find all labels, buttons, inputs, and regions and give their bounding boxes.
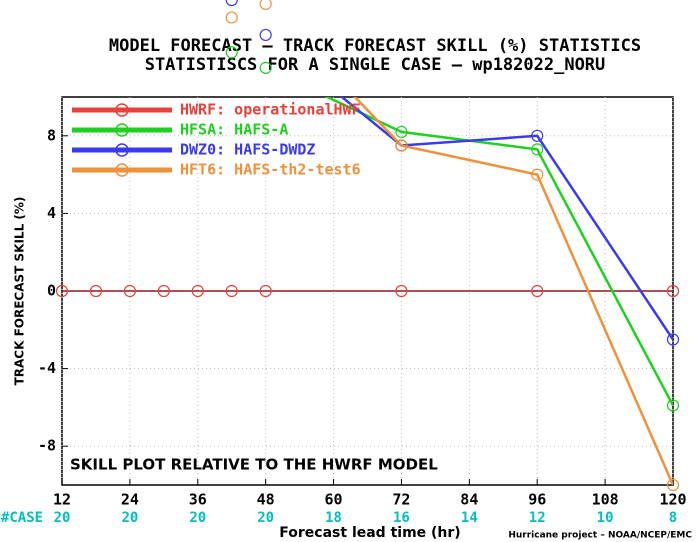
x-axis-label: Forecast lead time (hr) — [279, 525, 460, 541]
series-marker — [531, 129, 544, 142]
y-tick-label: 8 — [47, 126, 56, 144]
legend-label: DWZ0: HAFS-DWDZ — [180, 141, 315, 159]
y-tick-label: -8 — [38, 437, 56, 455]
series-marker — [89, 284, 103, 298]
series-marker — [225, 11, 238, 24]
series-line — [353, 97, 673, 485]
series-marker — [666, 333, 680, 346]
x-tick-label: 36 — [189, 491, 207, 509]
series-marker — [666, 284, 680, 298]
series-marker — [395, 139, 408, 152]
series-marker — [225, 46, 238, 59]
x-tick-label: 24 — [121, 491, 139, 509]
series-marker — [259, 0, 272, 10]
legend-marker — [115, 123, 129, 137]
case-count: 18 — [325, 510, 342, 526]
x-tick-label: 72 — [392, 491, 410, 509]
series-marker — [157, 284, 170, 298]
x-tick-label: 12 — [53, 491, 71, 509]
chart-title: MODEL FORECAST – TRACK FORECAST SKILL (%… — [109, 36, 641, 56]
legend-marker — [115, 143, 129, 157]
case-count: 12 — [529, 510, 546, 526]
annotation: SKILL PLOT RELATIVE TO THE HWRF MODEL — [70, 456, 438, 474]
x-tick-label: 48 — [257, 491, 275, 509]
legend-marker — [115, 103, 129, 117]
case-count: 20 — [257, 510, 274, 526]
legend-marker — [115, 163, 129, 177]
x-tick-label: 84 — [460, 491, 478, 509]
legend-label: HFT6: HAFS-th2-test6 — [180, 161, 361, 179]
series-marker — [225, 0, 238, 7]
series-marker — [531, 168, 544, 181]
series-marker — [259, 284, 272, 298]
case-label: #CASE — [1, 510, 43, 526]
series-marker — [259, 61, 272, 75]
series-marker — [531, 284, 544, 298]
legend-label: HFSA: HAFS-A — [180, 121, 288, 139]
series-marker — [395, 284, 408, 298]
x-tick-label: 96 — [528, 491, 546, 509]
series-marker — [225, 284, 238, 298]
series-marker — [395, 125, 408, 139]
y-tick-label: 0 — [47, 282, 56, 300]
series-marker — [531, 143, 544, 156]
case-count: 8 — [669, 510, 677, 526]
x-tick-label: 60 — [325, 491, 343, 509]
series-marker — [666, 399, 680, 412]
footer: Hurricane project – NOAA/NCEP/EMC — [508, 531, 692, 541]
series-marker — [191, 284, 204, 298]
case-count: 16 — [393, 510, 410, 526]
y-tick-label: 4 — [47, 204, 56, 222]
case-count: 20 — [189, 510, 206, 526]
case-count: 14 — [461, 510, 478, 526]
series-marker — [666, 478, 680, 492]
series-marker — [123, 284, 136, 298]
x-tick-label: 108 — [592, 491, 619, 509]
case-count: 10 — [597, 510, 614, 526]
series-line — [324, 97, 673, 407]
series-marker — [259, 28, 272, 42]
plot-lines — [62, 97, 673, 485]
case-count: 20 — [54, 510, 71, 526]
legend-label: HWRF: operationalHWF — [180, 101, 361, 119]
case-count: 20 — [121, 510, 138, 526]
y-tick-label: -4 — [38, 359, 56, 377]
y-axis-label: TRACK FORECAST SKILL (%) — [13, 197, 27, 386]
series-marker — [55, 284, 69, 298]
chart-subtitle: STATISTISCS FOR A SINGLE CASE – wp182022… — [145, 55, 606, 75]
x-tick-label: 120 — [659, 491, 686, 509]
